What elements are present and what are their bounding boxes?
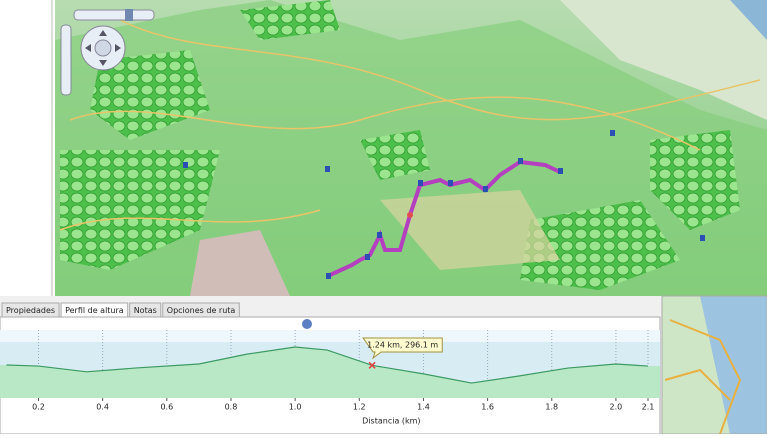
x-tick-label: 2.1 — [642, 403, 655, 412]
marker-point — [368, 361, 376, 369]
tab[interactable]: Propiedades — [1, 302, 60, 318]
x-tick-label: 0.8 — [225, 403, 238, 412]
marker-label: 1.24 km, 296.1 m — [367, 341, 438, 350]
x-tick-label: 1.8 — [545, 403, 558, 412]
tab[interactable]: Perfil de altura — [60, 302, 129, 318]
tab-bar: Propiedades Perfil de altura Notas Opciones… — [1, 302, 240, 318]
minimap[interactable] — [661, 295, 767, 435]
tab[interactable]: Opciones de ruta — [162, 302, 240, 318]
x-tick-label: 2.0 — [610, 403, 623, 412]
x-tick-label: 0.2 — [32, 403, 45, 412]
map-3d[interactable] — [55, 0, 767, 296]
sidebar — [0, 0, 55, 296]
x-tick-label: 0.6 — [160, 403, 173, 412]
x-tick-label: 0.4 — [96, 403, 109, 412]
tab-label: Opciones de ruta — [167, 306, 236, 315]
x-axis-label: Distancia (km) — [362, 417, 420, 426]
map-navigation[interactable] — [60, 9, 155, 96]
x-tick-label: 1.2 — [353, 403, 366, 412]
profile-line — [6, 346, 649, 384]
tab[interactable]: Notas — [129, 302, 162, 318]
x-tick-label: 1.0 — [289, 403, 302, 412]
tab-label: Propiedades — [6, 306, 55, 315]
profile — [0, 346, 660, 398]
x-tick-label: 1.6 — [481, 403, 494, 412]
tab-label: Notas — [134, 306, 157, 315]
marker-callout — [362, 337, 443, 360]
plot-band — [0, 330, 660, 342]
profile-fill — [0, 347, 660, 398]
tab-label: Perfil de altura — [65, 306, 124, 315]
collapse-button[interactable] — [302, 319, 312, 329]
x-tick-label: 1.4 — [417, 403, 430, 412]
